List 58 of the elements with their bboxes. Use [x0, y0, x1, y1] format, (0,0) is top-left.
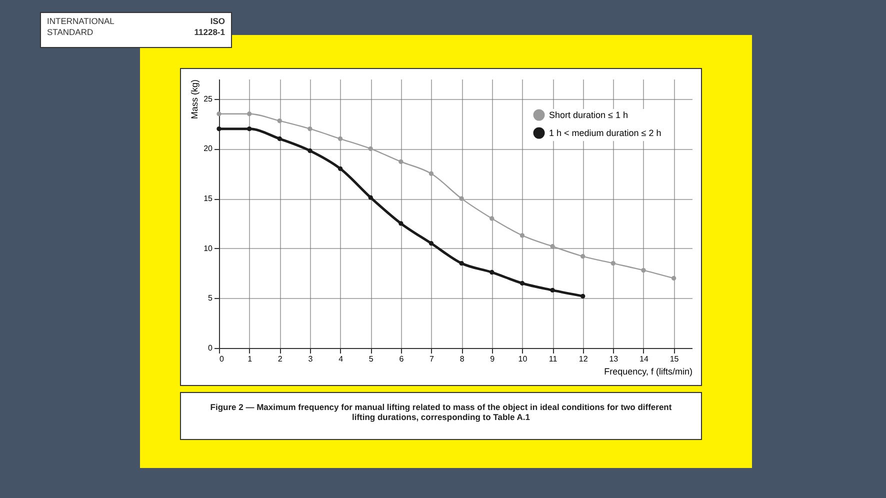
point [550, 244, 555, 249]
point [520, 280, 525, 286]
y-tick-label: 0 [208, 344, 214, 352]
point [459, 196, 464, 201]
point [550, 288, 555, 293]
legend-label: 1 h < medium duration ≤ 2 h [549, 128, 662, 138]
x-tick-label: 13 [609, 354, 619, 364]
x-tick-label: 4 [338, 354, 344, 364]
point [398, 159, 404, 164]
point [459, 260, 464, 266]
point [671, 276, 676, 281]
point [398, 221, 404, 226]
point [246, 126, 252, 132]
x-tick-label: 8 [460, 354, 465, 364]
x-tick-label: 12 [578, 354, 588, 364]
x-tick-label: 7 [430, 354, 435, 364]
text: INTERNATIONAL STANDARD [47, 16, 114, 39]
y-tick-label: 5 [208, 294, 214, 303]
x-tick-label: 2 [278, 354, 283, 364]
x-tick-label: 0 [220, 354, 224, 364]
point [428, 241, 434, 246]
point [338, 136, 343, 142]
x-tick-label: 3 [308, 354, 314, 364]
point [641, 268, 646, 273]
point [368, 195, 373, 200]
point [246, 112, 252, 116]
y-tick-label: 15 [204, 194, 214, 204]
point [490, 216, 494, 221]
x-tick-label: 5 [368, 354, 374, 364]
point [216, 126, 222, 132]
point [610, 260, 616, 266]
x-axis-title: Frequency, f (lifts/min) [604, 366, 692, 376]
x-tick-label: 9 [490, 354, 496, 364]
point [338, 166, 343, 172]
y-tick-label: 25 [204, 94, 214, 104]
point [277, 118, 282, 124]
x-tick-label: 14 [640, 354, 649, 364]
point [490, 270, 494, 275]
point [520, 233, 525, 238]
point [428, 171, 434, 176]
x-tick-label: 15 [670, 354, 680, 364]
point [216, 112, 222, 116]
text: Figure 2 — Maximum frequency for manual lifting related to mass of the object in ideal conditions for two different lifting durations, corresponding to Table A.1 [180, 392, 702, 440]
legend-label: Short duration ≤ 1 h [549, 110, 628, 120]
point [308, 148, 312, 154]
point [368, 146, 373, 152]
point [308, 126, 312, 132]
x-tick-label: 1 [248, 354, 253, 364]
x-tick-label: 10 [518, 354, 528, 364]
y-axis-title: Mass (kg) [190, 80, 200, 120]
point [580, 254, 586, 259]
point [277, 136, 282, 142]
text: ISO 11228-1 [194, 16, 225, 39]
point [580, 294, 586, 299]
x-tick-label: 11 [548, 354, 558, 364]
y-tick-label: 20 [204, 144, 214, 154]
x-tick-label: 6 [399, 354, 404, 364]
y-tick-label: 10 [204, 244, 214, 253]
